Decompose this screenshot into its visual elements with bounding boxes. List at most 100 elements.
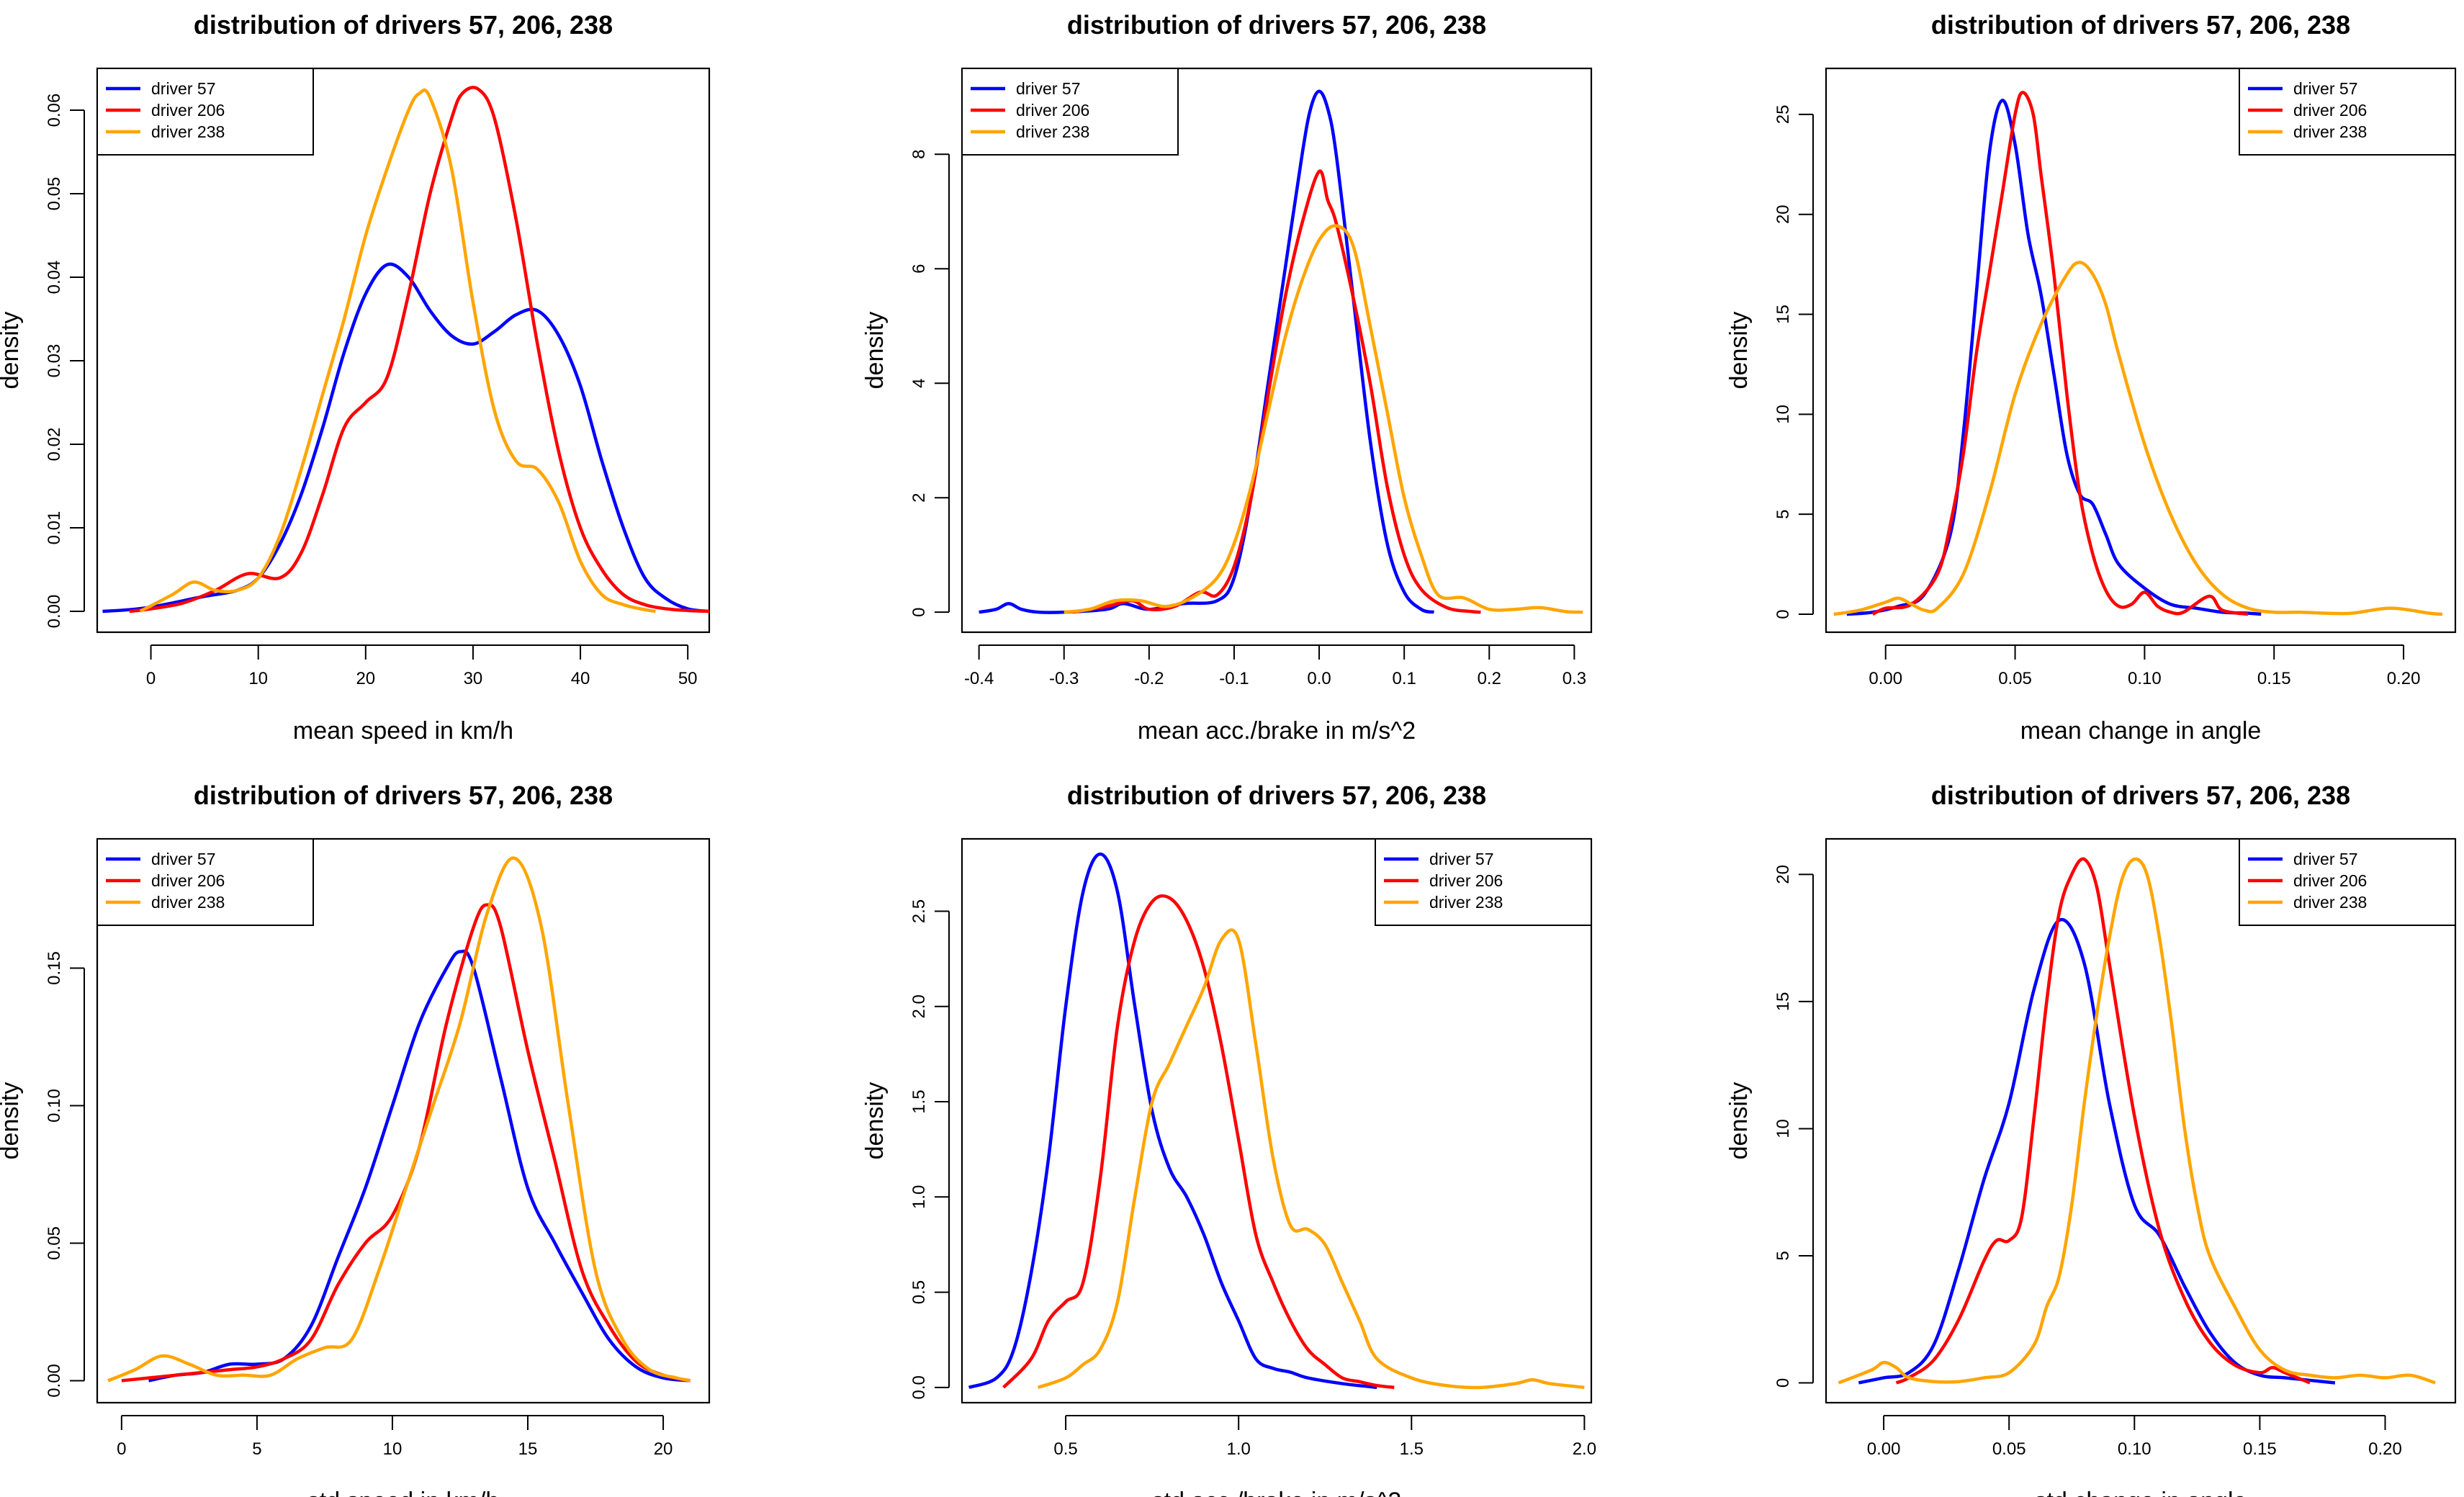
chart-panel-5: distribution of drivers 57, 206, 238 0.5 1…: [861, 781, 1596, 1497]
plot-frame: [961, 837, 1593, 1404]
y-tick-label: 0.5: [909, 1280, 929, 1304]
y-axis-label: density: [0, 1082, 24, 1160]
plot-frame: [961, 67, 1593, 634]
y-axis: 0 5 10 15 20 25: [1773, 105, 1814, 619]
y-tick-label: 15: [1773, 305, 1793, 324]
x-axis-label: mean change in angle: [2020, 717, 2262, 745]
y-tick-label: 10: [1773, 405, 1793, 424]
y-tick-label: 0.01: [45, 511, 64, 545]
x-axis-label: std change in angle: [2035, 1488, 2247, 1497]
series-line-driver-206: [129, 86, 709, 613]
y-axis: 0 5 10 15 20: [1773, 865, 1814, 1388]
legend-label: driver 57: [1016, 79, 1080, 98]
x-tick-label: 10: [248, 669, 268, 688]
y-tick-label: 25: [1773, 105, 1793, 125]
legend: driver 57 driver 206 driver 238: [2239, 838, 2456, 926]
legend: driver 57 driver 206 driver 238: [961, 68, 1179, 156]
x-axis-label: mean acc./brake in m/s^2: [1138, 717, 1416, 745]
legend: driver 57 driver 206 driver 238: [96, 838, 314, 926]
x-axis-label: std acc./brake in m/s^2: [1152, 1488, 1402, 1497]
y-tick-label: 0.06: [45, 94, 64, 127]
x-axis-label: mean speed in km/h: [293, 717, 513, 745]
x-tick-label: 20: [356, 669, 375, 688]
legend-label: driver 238: [1429, 893, 1503, 912]
legend-label: driver 57: [2293, 850, 2357, 868]
y-tick-label: 0.15: [45, 951, 64, 985]
series-line-driver-57: [1846, 99, 2262, 616]
x-tick-label: 0.05: [1998, 669, 2032, 688]
y-tick-label: 2: [909, 493, 929, 503]
legend-label: driver 206: [2293, 871, 2367, 890]
chart-panel-2: distribution of drivers 57, 206, 238 -0.4…: [861, 10, 1593, 745]
x-tick-label: 10: [383, 1439, 403, 1459]
y-tick-label: 1.5: [909, 1089, 929, 1113]
y-axis: 0.00 0.05 0.10 0.15: [45, 951, 85, 1398]
x-tick-label: -0.2: [1134, 669, 1164, 688]
x-tick-label: 20: [654, 1439, 673, 1459]
chart-title: distribution of drivers 57, 206, 238: [1067, 10, 1486, 40]
x-tick-label: 0.00: [1869, 669, 1902, 688]
x-tick-label: 0.05: [1992, 1439, 2026, 1459]
x-axis: 0 5 10 15 20: [117, 1415, 673, 1459]
y-axis: 0.0 0.5 1.0 1.5 2.0 2.5: [909, 899, 950, 1400]
y-tick-label: 2.5: [909, 899, 929, 923]
legend-label: driver 238: [1016, 122, 1089, 141]
plot-frame: [1825, 837, 2457, 1404]
x-tick-label: 0.20: [2387, 669, 2421, 688]
x-tick-label: 0.10: [2118, 1439, 2151, 1459]
x-tick-label: 2.0: [1573, 1439, 1596, 1459]
series-line-driver-238: [1037, 928, 1585, 1390]
chart-title: distribution of drivers 57, 206, 238: [194, 10, 613, 40]
legend-label: driver 57: [151, 850, 215, 868]
legend-label: driver 206: [2293, 101, 2367, 120]
x-tick-label: 0.20: [2368, 1439, 2402, 1459]
series-line-driver-238: [1838, 857, 2436, 1385]
legend-label: driver 238: [2293, 122, 2367, 141]
y-tick-label: 0.0: [909, 1375, 929, 1399]
y-tick-label: 0.05: [45, 1226, 64, 1260]
x-tick-label: -0.4: [964, 669, 994, 688]
x-axis: 0.5 1.0 1.5 2.0: [1053, 1415, 1596, 1459]
x-tick-label: 0.2: [1478, 669, 1501, 688]
y-tick-label: 0.02: [45, 428, 64, 462]
y-tick-label: 15: [1773, 992, 1793, 1012]
y-tick-label: 8: [909, 150, 929, 159]
series-line-driver-57: [968, 852, 1377, 1390]
series-line-driver-238: [139, 88, 656, 613]
x-tick-label: 0.15: [2243, 1439, 2277, 1459]
legend-label: driver 206: [1429, 871, 1503, 890]
x-tick-label: 40: [571, 669, 590, 688]
y-tick-label: 0.04: [45, 261, 64, 295]
legend-label: driver 206: [151, 101, 225, 120]
series-line-driver-238: [107, 856, 691, 1383]
legend-label: driver 238: [151, 893, 225, 912]
chart-title: distribution of drivers 57, 206, 238: [1931, 10, 2350, 40]
x-tick-label: 15: [518, 1439, 538, 1459]
legend-label: driver 57: [2293, 79, 2357, 98]
legend-label: driver 206: [1016, 101, 1089, 120]
y-tick-label: 0.00: [45, 1364, 64, 1398]
y-tick-label: 0.05: [45, 177, 64, 211]
y-axis: 0 2 4 6 8: [909, 150, 950, 617]
series-line-driver-206: [1895, 857, 2311, 1385]
x-axis: 0.00 0.05 0.10 0.15 0.20: [1867, 1415, 2402, 1459]
x-tick-label: 0.5: [1053, 1439, 1077, 1459]
series-line-driver-238: [1064, 224, 1583, 614]
y-axis-label: density: [1725, 312, 1753, 390]
plot-frame: [96, 837, 711, 1404]
x-axis: -0.4 -0.3 -0.2 -0.1 0.0 0.1 0.2 0.3: [964, 644, 1586, 688]
x-tick-label: 0.00: [1867, 1439, 1901, 1459]
y-tick-label: 20: [1773, 865, 1793, 884]
y-tick-label: 2.0: [909, 994, 929, 1018]
series-line-driver-238: [1833, 261, 2443, 616]
x-tick-label: 0.10: [2128, 669, 2162, 688]
chart-panel-6: distribution of drivers 57, 206, 238 0.00…: [1725, 781, 2457, 1497]
x-tick-label: -0.1: [1219, 669, 1249, 688]
x-tick-label: 0.0: [1307, 669, 1331, 688]
x-tick-label: 1.0: [1226, 1439, 1250, 1459]
x-tick-label: 30: [464, 669, 483, 688]
x-tick-label: 0.1: [1392, 669, 1416, 688]
y-axis-label: density: [1725, 1082, 1753, 1160]
y-tick-label: 6: [909, 264, 929, 274]
x-axis: 0.00 0.05 0.10 0.15 0.20: [1869, 644, 2421, 688]
